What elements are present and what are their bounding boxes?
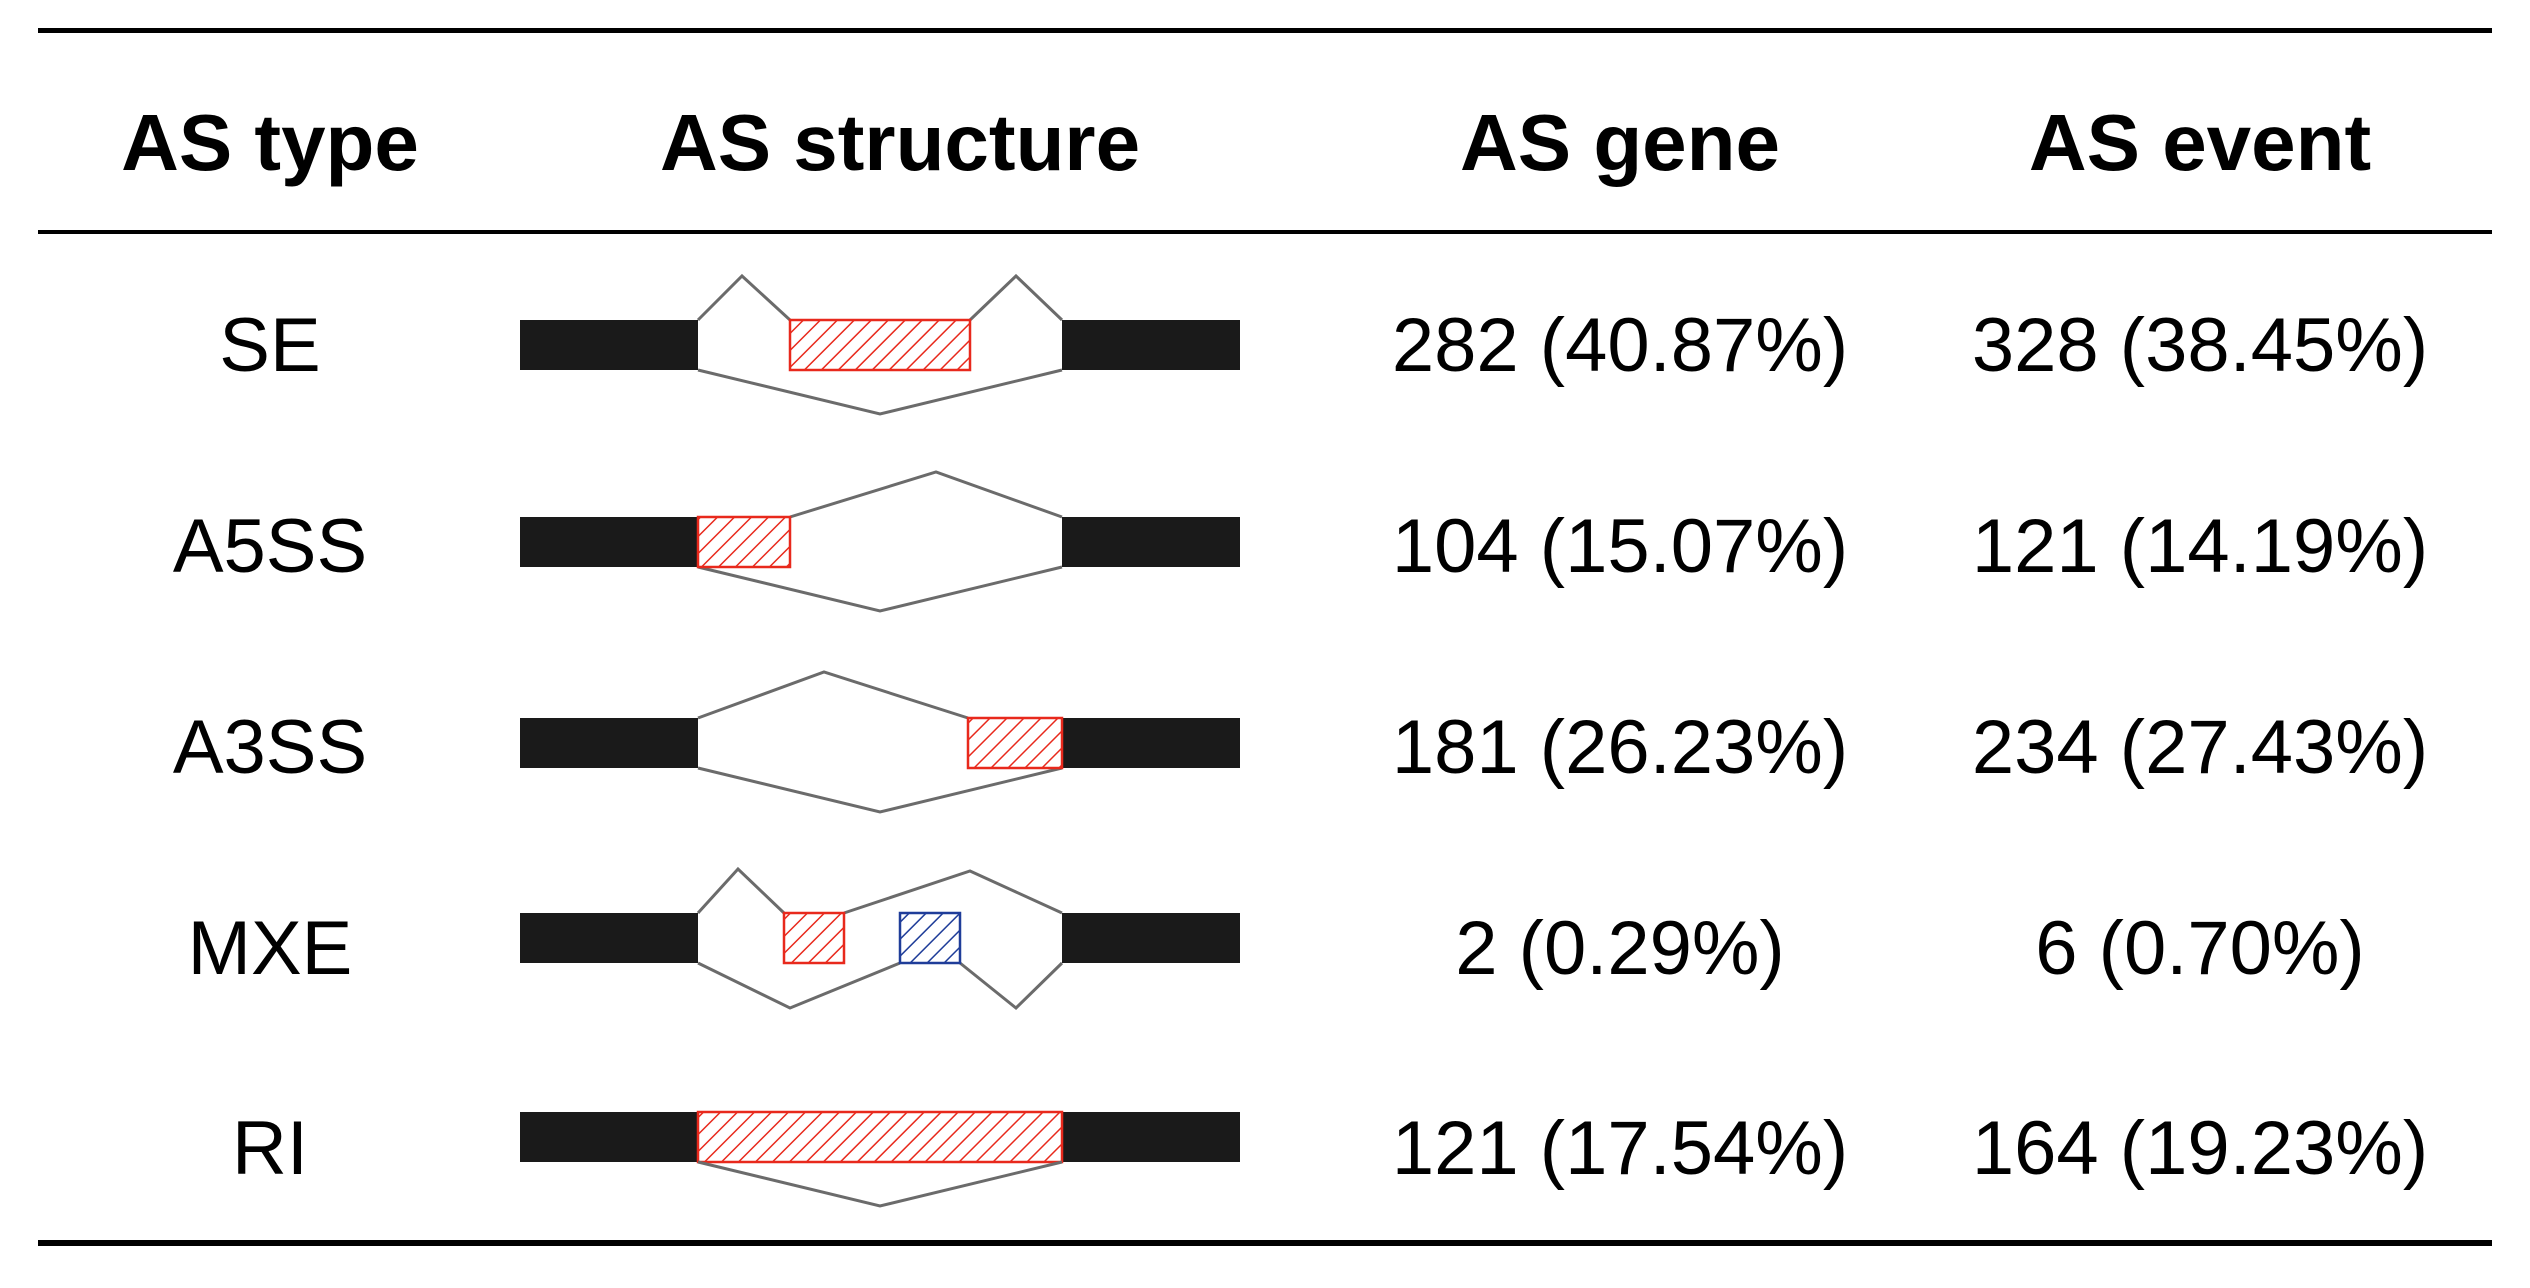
- junction-lower: [959, 961, 1064, 1011]
- junction-lower: [697, 961, 901, 1010]
- table-bottom-rule: [38, 1240, 2492, 1246]
- alt-3-splice-site-diagram-icon: [520, 670, 1240, 814]
- header-as-type: AS type: [121, 98, 419, 187]
- junction-lower: [697, 766, 1063, 814]
- as-gene-cell: 282 (40.87%): [1391, 303, 1849, 388]
- junction-upper: [696, 866, 786, 915]
- mutually-exclusive-exons-diagram-icon: [520, 866, 1240, 1011]
- alternative-exon: [788, 318, 972, 372]
- alternative-exon: [966, 716, 1064, 770]
- as-type-cell: MXE: [187, 906, 353, 991]
- retained-intron-diagram-icon: [520, 1110, 1240, 1208]
- exon-right: [1062, 718, 1240, 768]
- exon-left: [520, 517, 698, 567]
- exon-right: [1062, 1112, 1240, 1162]
- as-event-cell: 328 (38.45%): [1971, 303, 2429, 388]
- junction-upper: [968, 273, 1064, 322]
- as-type-cell: A3SS: [172, 705, 368, 790]
- as-type-cell: RI: [232, 1106, 308, 1191]
- exon-right: [1062, 913, 1240, 963]
- as-event-cell: 234 (27.43%): [1971, 705, 2429, 790]
- retained-intron: [696, 1110, 1064, 1164]
- exon-right: [1062, 320, 1240, 370]
- header-as-structure: AS structure: [659, 98, 1141, 187]
- exon-left: [520, 1112, 698, 1162]
- header-as-event: AS event: [2028, 98, 2372, 187]
- junction-upper: [697, 670, 969, 720]
- exon-left: [520, 718, 698, 768]
- as-type-cell: A5SS: [172, 504, 368, 589]
- alternative-exon-blue: [898, 911, 962, 965]
- junction-upper: [843, 869, 1063, 915]
- as-gene-cell: 104 (15.07%): [1391, 504, 1849, 589]
- as-event-cell: 121 (14.19%): [1971, 504, 2429, 589]
- table-header-rule: [38, 230, 2492, 234]
- exon-right: [1062, 517, 1240, 567]
- alt-5-splice-site-diagram-icon: [520, 470, 1240, 613]
- table-top-rule: [38, 28, 2492, 33]
- junction-upper: [789, 470, 1063, 519]
- as-event-cell: 6 (0.70%): [2035, 906, 2365, 991]
- as-gene-cell: 181 (26.23%): [1391, 705, 1849, 790]
- as-gene-cell: 2 (0.29%): [1455, 906, 1785, 991]
- junction-lower: [697, 1160, 1063, 1208]
- as-event-cell: 164 (19.23%): [1971, 1106, 2429, 1191]
- alternative-exon: [696, 515, 792, 569]
- junction-upper: [696, 273, 792, 322]
- alternative-exon-red: [782, 911, 846, 965]
- junction-skip: [697, 368, 1063, 416]
- as-type-cell: SE: [219, 303, 321, 388]
- as-gene-cell: 121 (17.54%): [1391, 1106, 1849, 1191]
- exon-left: [520, 913, 698, 963]
- exon-left: [520, 320, 698, 370]
- skipped-exon-diagram-icon: [520, 273, 1240, 416]
- junction-lower: [697, 565, 1063, 613]
- header-as-gene: AS gene: [1459, 98, 1781, 187]
